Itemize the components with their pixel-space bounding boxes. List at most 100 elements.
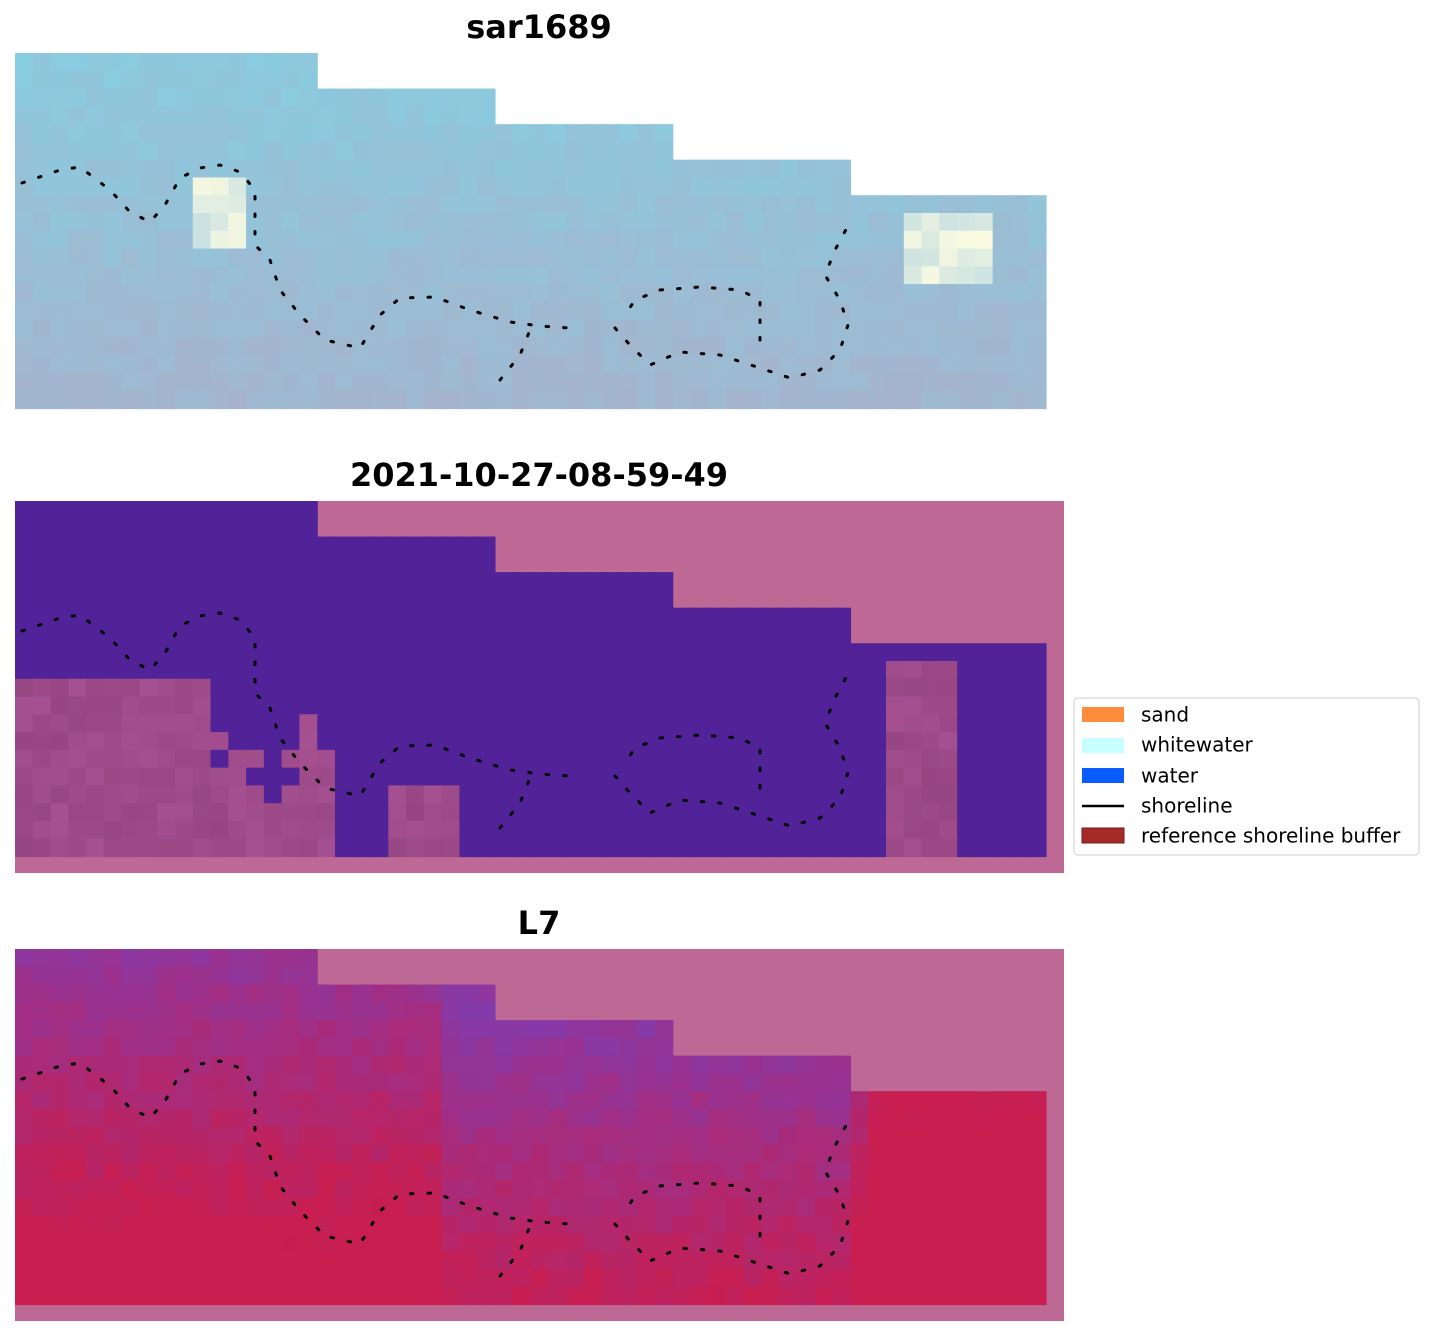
image-pixel [868,266,887,285]
image-pixel [370,732,389,751]
image-pixel [708,337,727,356]
image-pixel [246,984,265,1003]
image-pixel [494,319,514,339]
image-pixel [708,607,727,627]
image-pixel [690,1180,709,1199]
image-pixel [814,1197,834,1217]
image-pixel [263,372,283,392]
image-pixel [15,1055,34,1075]
image-pixel [566,159,585,179]
image-pixel [174,301,194,321]
image-pixel [139,230,158,250]
image-pixel [103,732,123,751]
image-pixel [210,1144,229,1163]
image-pixel [228,1020,247,1039]
image-pixel [441,785,460,804]
image-pixel [512,337,532,356]
image-pixel [441,696,460,715]
image-pixel [352,554,372,573]
image-pixel [50,1126,69,1146]
image-pixel [15,1126,34,1146]
image-pixel [121,88,141,107]
image-pixel [334,767,354,787]
image-pixel [477,141,496,161]
image-pixel [494,230,514,250]
image-pixel [886,337,905,356]
image-pixel [868,319,887,339]
image-pixel [86,696,105,715]
image-pixel [566,1126,585,1146]
image-pixel [637,572,656,591]
image-pixel [388,1286,407,1306]
image-pixel [921,230,940,250]
image-pixel [139,390,158,410]
image-pixel [192,767,212,787]
image-pixel [388,838,407,858]
image-pixel [459,536,478,555]
image-pixel [15,589,34,609]
image-pixel [317,838,336,858]
image-pixel [370,88,389,107]
image-pixel [317,1055,336,1075]
image-pixel [601,1091,620,1110]
image-pixel [708,820,727,840]
image-pixel [761,714,780,733]
image-pixel [494,660,514,680]
image-pixel [1010,643,1029,662]
image-pixel [423,301,443,321]
image-pixel [886,1215,905,1235]
image-pixel [903,266,923,285]
image-pixel [992,1197,1012,1217]
image-pixel [779,1144,798,1163]
image-pixel [210,106,229,125]
image-pixel [761,1162,780,1181]
image-pixel [512,749,532,769]
image-pixel [246,572,265,591]
image-pixel [761,1233,780,1252]
image-pixel [334,1268,354,1288]
image-pixel [299,266,318,285]
image-pixel [281,589,301,609]
image-pixel [743,337,763,356]
image-pixel [388,337,407,356]
image-pixel [334,106,354,125]
image-pixel [281,767,301,787]
image-pixel [477,554,496,573]
image-pixel [672,248,692,267]
image-pixel [619,355,638,374]
image-pixel [423,625,443,644]
image-pixel [814,195,834,214]
image-pixel [477,984,496,1003]
image-pixel [317,337,336,356]
image-pixel [654,284,674,303]
image-pixel [406,785,425,804]
image-pixel [903,301,923,321]
image-pixel [548,660,567,680]
image-pixel [654,337,674,356]
image-pixel [921,1215,940,1235]
image-pixel [174,949,194,968]
image-pixel [832,1215,852,1235]
image-pixel [263,625,283,644]
image-pixel [228,643,247,662]
image-pixel [1028,195,1047,214]
image-pixel [334,141,354,161]
image-pixel [974,678,994,698]
image-pixel [743,284,763,303]
image-pixel [690,1073,709,1092]
image-pixel [246,230,265,250]
image-pixel [174,518,194,538]
image-pixel [210,696,229,715]
image-pixel [246,1197,265,1217]
image-pixel [228,501,247,520]
image-pixel [121,319,141,339]
image-pixel [974,749,994,769]
image-pixel [246,501,265,520]
image-pixel [299,177,318,196]
image-pixel [32,1215,52,1235]
image-pixel [334,625,354,644]
image-pixel [246,1037,265,1057]
image-pixel [743,319,763,339]
image-pixel [228,984,247,1003]
image-pixel [139,53,158,72]
